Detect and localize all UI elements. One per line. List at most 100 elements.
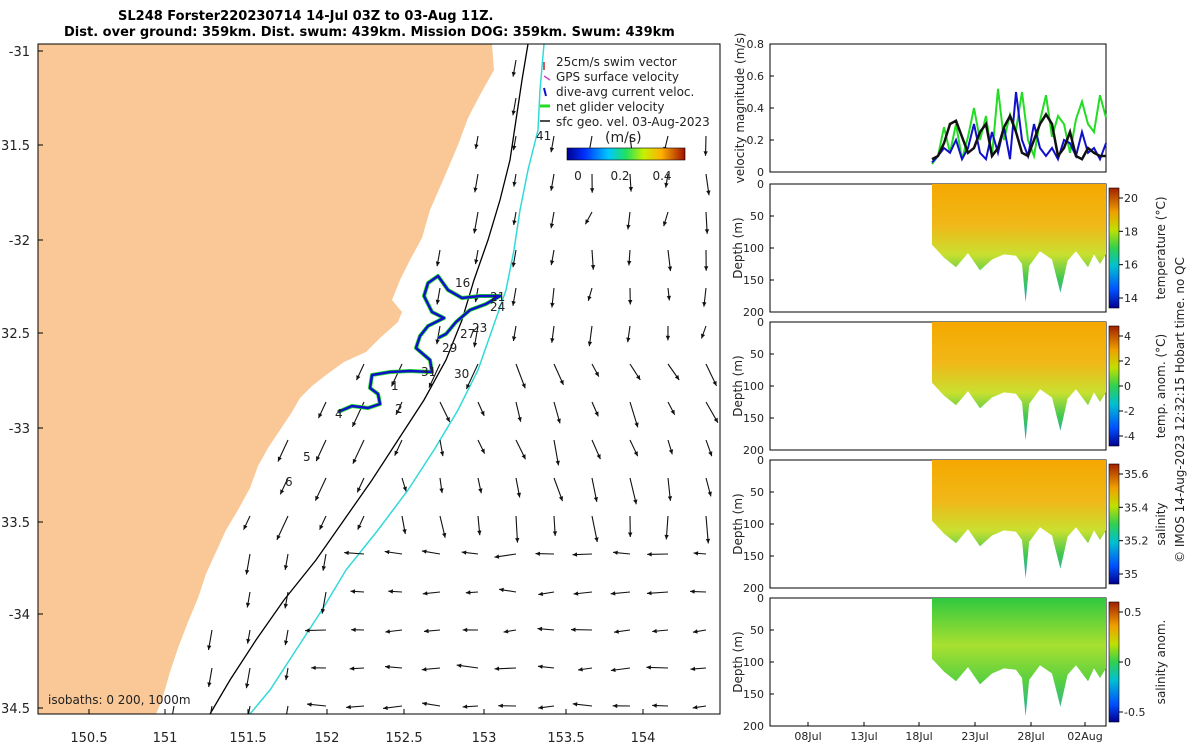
- land-mass: [38, 44, 494, 714]
- depth-tick-2-0: 0: [757, 454, 764, 467]
- track-label-29: 29: [442, 341, 457, 355]
- map-y-tick-3: 32.5: [1, 327, 30, 342]
- map-y-tick-5: 33.5: [1, 516, 30, 531]
- colorbar-tick-2-1: 35.4: [1124, 501, 1149, 514]
- depth-tick-0-0: 0: [757, 178, 764, 191]
- colorbar-unit-label: (m/s): [605, 130, 642, 146]
- map-y-tick-7: 34.5: [1, 702, 30, 717]
- legend-item-gps-velocity: GPS surface velocity: [556, 70, 679, 84]
- colorbar-tick-0-0: 20: [1124, 192, 1138, 205]
- title-line-2: Dist. over ground: 359km. Dist. swum: 43…: [64, 25, 675, 40]
- colorbar-tick-1-4: -4: [1124, 430, 1135, 443]
- glider-track: [337, 274, 502, 414]
- velocity-series-2: [931, 112, 1106, 161]
- depth-tick-3-4: 200: [743, 720, 764, 733]
- time-tick-3: 23Jul: [961, 730, 988, 743]
- colorbar-tick-1-3: -2: [1124, 405, 1135, 418]
- track-label-27: 27: [460, 327, 475, 341]
- track-label-2: 2: [395, 402, 403, 416]
- track-label-41: 41: [536, 129, 551, 143]
- map-y-tick-2: -32: [9, 234, 30, 249]
- colorbar-tick-0-1: 18: [1124, 225, 1138, 238]
- velocity-series: [931, 88, 1107, 165]
- colorbar-2: [1108, 463, 1120, 585]
- velocity-series-1: [931, 91, 1107, 164]
- map-x-tick-1: 151: [153, 731, 178, 746]
- depth-panel-0: 0 50 100 150 200 Depth (m) 20 18 16 14 temperature…: [731, 178, 1168, 319]
- depth-tick-3-0: 0: [757, 592, 764, 605]
- track-label-30: 30: [454, 367, 469, 381]
- velocity-y-tick-1: 0.2: [747, 134, 765, 147]
- colorbar-label-2: salinity: [1154, 502, 1168, 545]
- track-label-21: 21: [490, 290, 505, 304]
- track-label-1: 1: [391, 379, 399, 393]
- map-x-tick-0: 150.5: [70, 731, 107, 746]
- colorbar-label-3: salinity anom.: [1154, 620, 1168, 705]
- velocity-y-ticks: 0 0.2 0.4 0.6 0.8: [747, 38, 774, 179]
- track-label-24: 24: [490, 300, 505, 314]
- velocity-y-tick-4: 0.8: [747, 38, 765, 51]
- depth-tick-1-1: 50: [750, 348, 764, 361]
- colorbar-tick-0-3: 14: [1124, 292, 1138, 305]
- depth-tick-2-2: 100: [743, 518, 764, 531]
- footer-credit: © IMOS 14-Aug-2023 12:32:15 Hobart time.…: [1173, 257, 1187, 563]
- depth-y-label-0: Depth (m): [731, 217, 745, 278]
- depth-tick-0-1: 50: [750, 210, 764, 223]
- depth-section-fill-3: [932, 598, 1106, 717]
- depth-section-fill-1: [932, 322, 1106, 441]
- time-tick-1: 13Jul: [850, 730, 877, 743]
- map-axis-ticks: 150.5 151 151.5 152 152.5 153 153.5 154-3131.5-…: [1, 45, 655, 746]
- velocity-plot-area: [769, 43, 1107, 173]
- map-x-tick-7: 154: [631, 731, 656, 746]
- depth-tick-0-4: 200: [743, 306, 764, 319]
- colorbar-tick-1-2: 0: [1124, 380, 1131, 393]
- track-label-6: 6: [285, 475, 293, 489]
- title-line-1: SL248 Forster220230714 14-Jul 03Z to 03-…: [118, 9, 494, 24]
- colorbar-3: [1108, 601, 1120, 723]
- isobath-1000m: [249, 44, 545, 714]
- depth-tick-1-2: 100: [743, 380, 764, 393]
- legend-item-net-glider-velocity: net glider velocity: [556, 100, 664, 114]
- velocity-panel: 0 0.2 0.4 0.6 0.8 velocity magnitude (m/s): [733, 33, 1107, 184]
- depth-section-fill-2: [932, 460, 1106, 579]
- legend-item-swim-vector: 25cm/s swim vector: [556, 55, 677, 69]
- depth-tick-0-3: 150: [743, 274, 764, 287]
- track-label-4: 4: [335, 407, 343, 421]
- map-x-tick-2: 151.5: [229, 731, 266, 746]
- legend-item-sfc-geo-velocity: sfc geo. vel. 03-Aug-2023: [556, 115, 710, 129]
- colorbar-tick-1-0: 4: [1124, 330, 1131, 343]
- velocity-y-label: velocity magnitude (m/s): [733, 33, 747, 184]
- depth-panel-3: 0 50 100 150 200 Depth (m) 0.5 0 -0.5 salinity an…: [731, 592, 1168, 733]
- colorbar-label-1: temp. anom. (°C): [1154, 334, 1168, 438]
- map-y-tick-0: -31: [9, 45, 30, 60]
- depth-y-label-3: Depth (m): [731, 631, 745, 692]
- depth-y-label-2: Depth (m): [731, 493, 745, 554]
- colorbar-label-0: temperature (°C): [1154, 197, 1168, 300]
- colorbar-0: [1108, 187, 1120, 309]
- map-colorbar-tick-0: 0: [574, 169, 582, 183]
- colorbar-tick-1-1: 2: [1124, 355, 1131, 368]
- depth-tick-1-3: 150: [743, 412, 764, 425]
- depth-section-fill-0: [932, 184, 1106, 303]
- map-colorbar-tick-1: 0.2: [610, 169, 629, 183]
- map-y-tick-1: 31.5: [1, 139, 30, 154]
- time-tick-5: 02Aug: [1067, 730, 1102, 743]
- velocity-y-tick-2: 0.4: [747, 102, 765, 115]
- map-y-tick-4: -33: [9, 422, 30, 437]
- depth-y-label-1: Depth (m): [731, 355, 745, 416]
- depth-tick-1-4: 200: [743, 444, 764, 457]
- track-label-31: 31: [421, 365, 436, 379]
- colorbar-tick-3-2: -0.5: [1124, 706, 1145, 719]
- map-x-tick-6: 153.5: [547, 731, 584, 746]
- colorbar-1: [1108, 325, 1120, 447]
- depth-tick-2-3: 150: [743, 550, 764, 563]
- depth-tick-3-1: 50: [750, 624, 764, 637]
- map-frame: [37, 43, 721, 715]
- map-colorbar-tick-2: 0.4: [652, 169, 671, 183]
- map-colorbar: [566, 147, 686, 161]
- track-label-16: 16: [455, 276, 470, 290]
- legend-item-dive-avg-current: dive-avg current veloc.: [556, 85, 694, 99]
